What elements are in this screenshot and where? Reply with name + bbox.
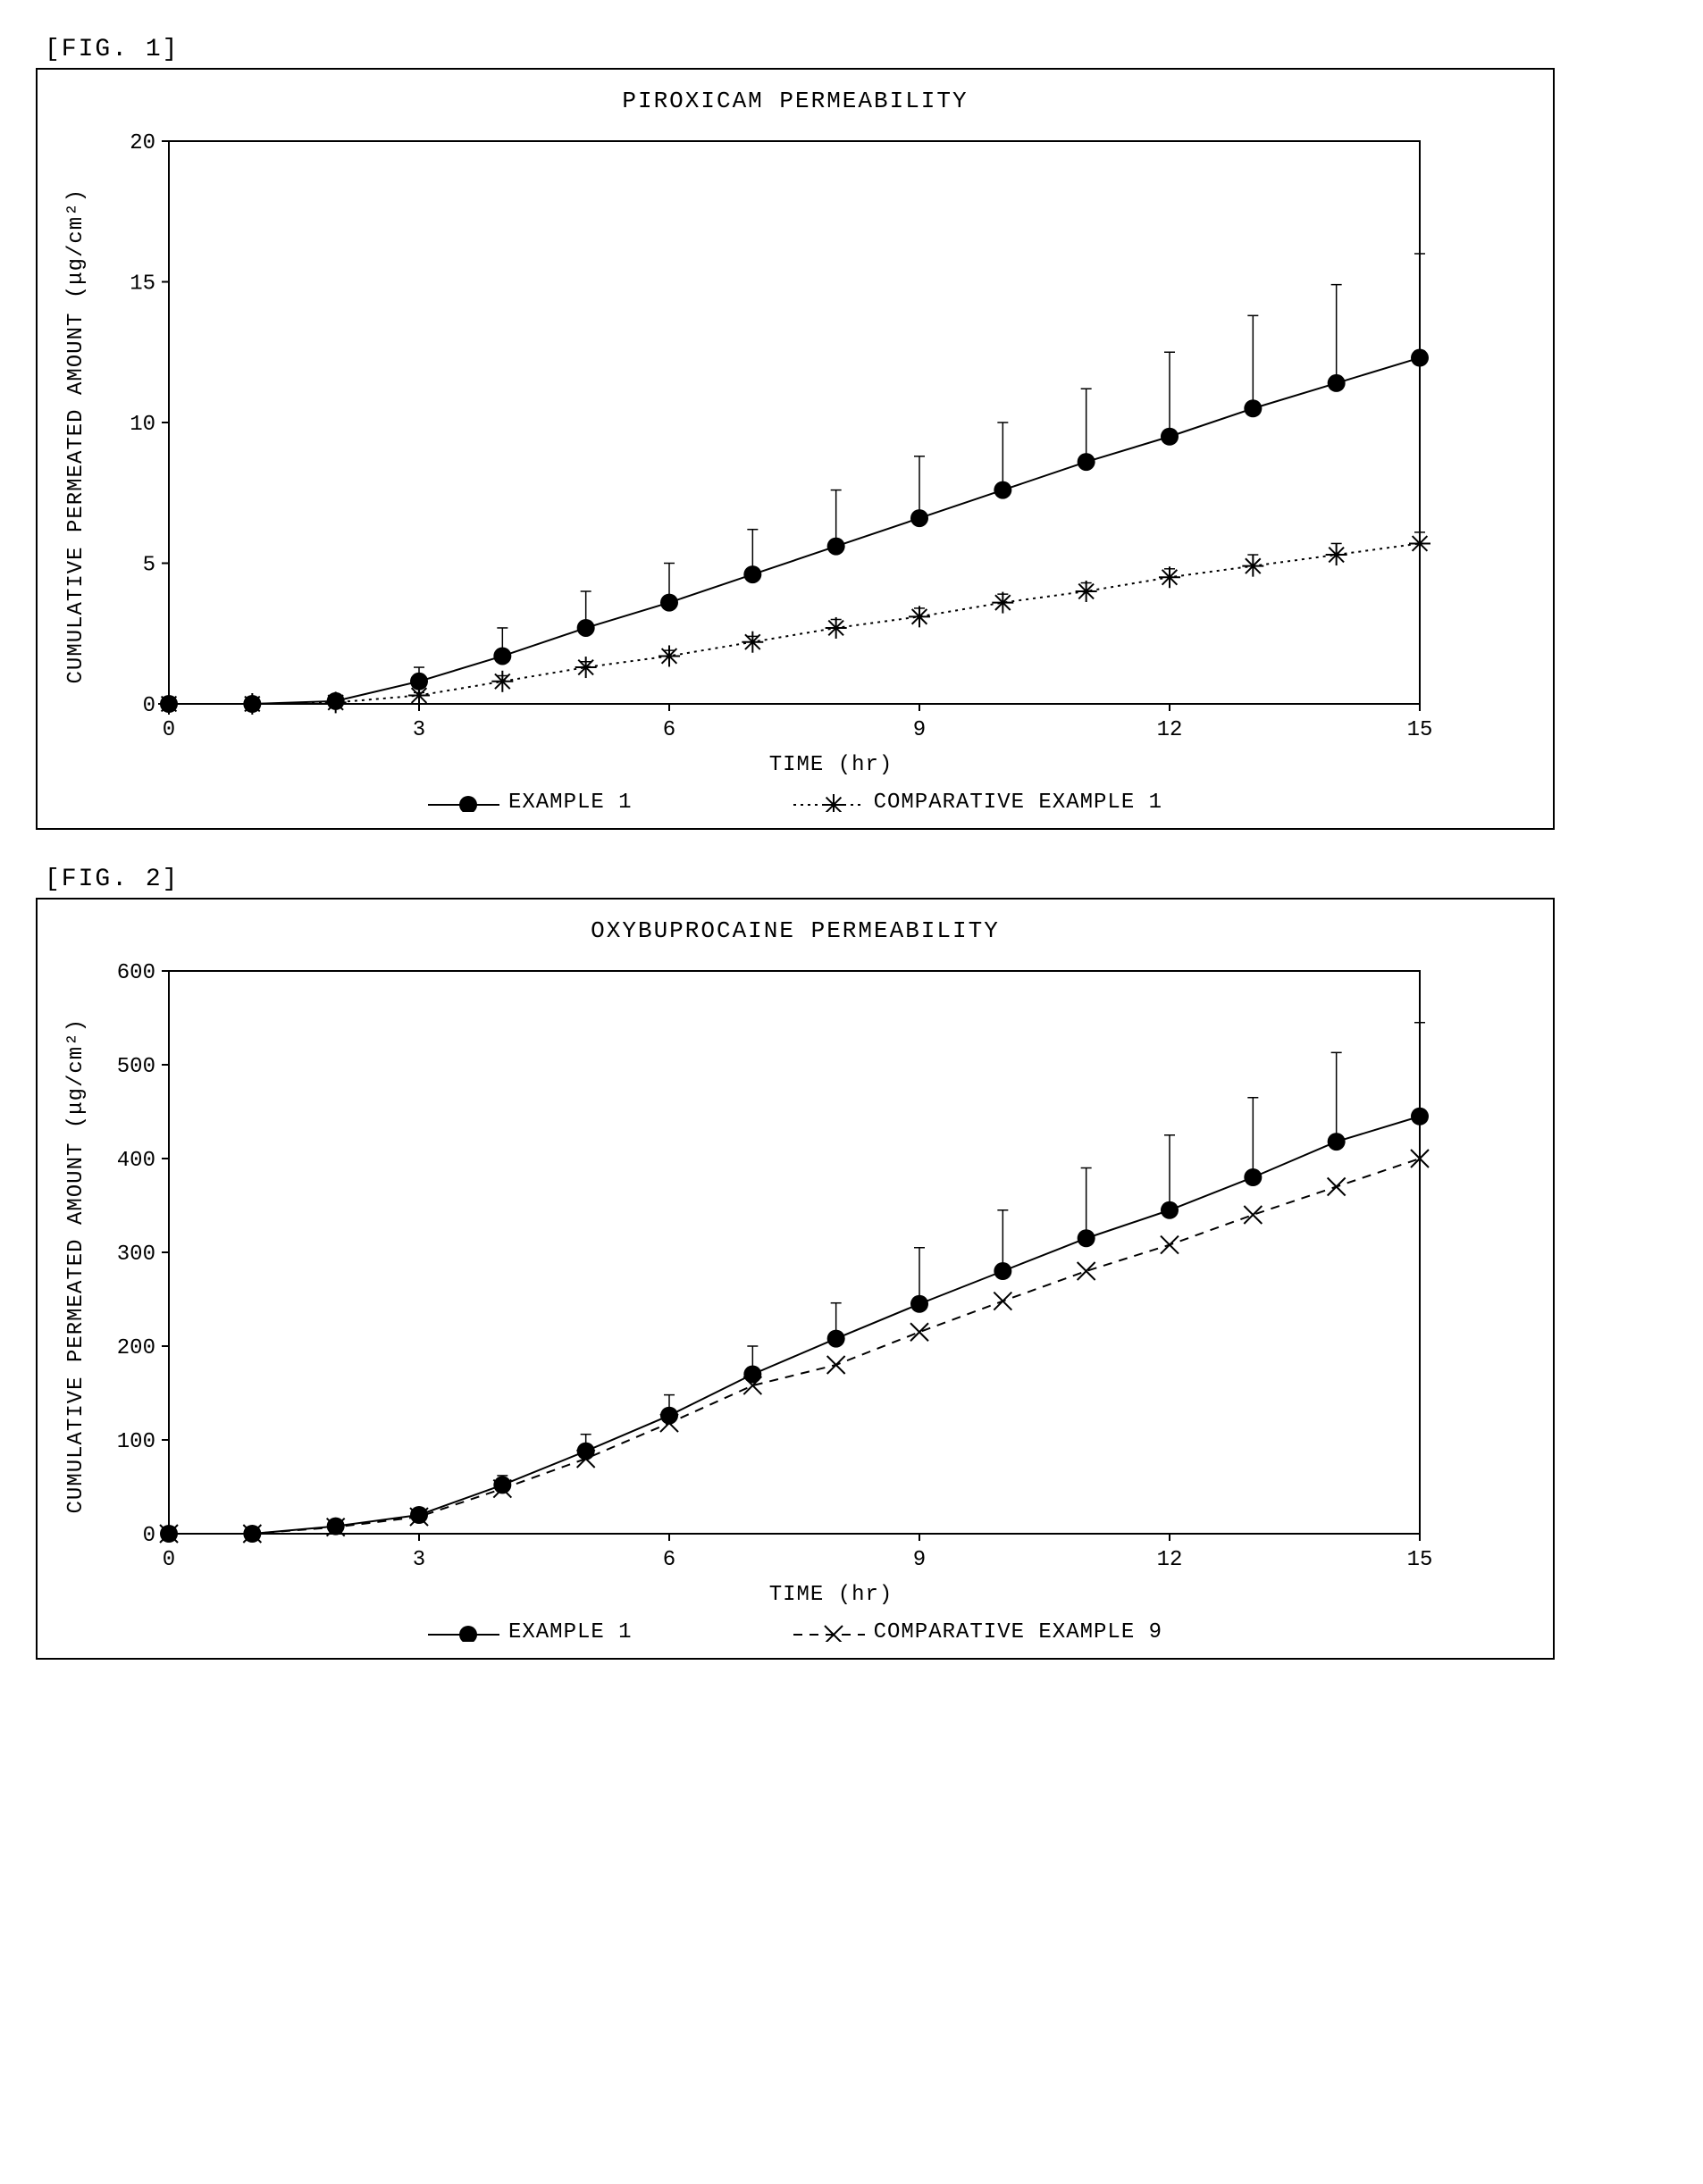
svg-text:0: 0: [143, 694, 155, 718]
legend-label: EXAMPLE 1: [508, 791, 633, 815]
fig-2-ylabel: CUMULATIVE PERMEATED AMOUNT (μg/cm²): [64, 1018, 88, 1513]
legend-label: COMPARATIVE EXAMPLE 1: [874, 791, 1162, 815]
svg-text:12: 12: [1157, 718, 1183, 742]
legend-item: EXAMPLE 1: [428, 1620, 633, 1644]
legend-label: COMPARATIVE EXAMPLE 9: [874, 1620, 1162, 1644]
fig-2-box: OXYBUPROCAINE PERMEABILITY CUMULATIVE PE…: [36, 898, 1555, 1660]
svg-text:100: 100: [117, 1430, 155, 1454]
fig-1-plot-wrapper: CUMULATIVE PERMEATED AMOUNT (μg/cm²) 0 3 6…: [64, 123, 1526, 749]
svg-text:10: 10: [130, 413, 155, 437]
fig-1-label: [FIG. 1]: [45, 36, 1667, 63]
fig-2-title: OXYBUPROCAINE PERMEABILITY: [64, 917, 1526, 944]
svg-text:400: 400: [117, 1149, 155, 1173]
fig-1-xlabel: TIME (hr): [136, 753, 1526, 777]
svg-text:200: 200: [117, 1336, 155, 1360]
fig-2-legend: EXAMPLE 1 COMPARATIVE EXAMPLE 9: [64, 1620, 1526, 1644]
svg-text:9: 9: [913, 1548, 926, 1572]
fig-2-xlabel: TIME (hr): [136, 1583, 1526, 1607]
fig-1-svg: 0 3 6 9 12 15 0 5 10 15 20: [97, 123, 1438, 749]
fig-1-title: PIROXICAM PERMEABILITY: [64, 88, 1526, 114]
fig-2-label: [FIG. 2]: [45, 866, 1667, 893]
svg-text:20: 20: [130, 131, 155, 155]
svg-text:3: 3: [413, 1548, 425, 1572]
svg-text:15: 15: [130, 272, 155, 297]
fig-2-plot-wrapper: CUMULATIVE PERMEATED AMOUNT (μg/cm²) 0 3 6…: [64, 953, 1526, 1578]
svg-text:300: 300: [117, 1243, 155, 1267]
svg-text:600: 600: [117, 961, 155, 985]
svg-text:3: 3: [413, 718, 425, 742]
figure-1-container: [FIG. 1] PIROXICAM PERMEABILITY CUMULATI…: [36, 36, 1667, 830]
fig-2-svg: 0 3 6 9 12 15 0 100 200 300 400 500 600: [97, 953, 1438, 1578]
svg-text:6: 6: [663, 1548, 675, 1572]
svg-text:6: 6: [663, 718, 675, 742]
svg-text:0: 0: [163, 1548, 175, 1572]
fig-1-ylabel: CUMULATIVE PERMEATED AMOUNT (μg/cm²): [64, 188, 88, 683]
fig-1-plot: 0 3 6 9 12 15 0 5 10 15 20: [97, 123, 1438, 749]
figure-2-container: [FIG. 2] OXYBUPROCAINE PERMEABILITY CUMU…: [36, 866, 1667, 1660]
legend-label: EXAMPLE 1: [508, 1620, 633, 1644]
svg-text:500: 500: [117, 1055, 155, 1079]
fig-1-box: PIROXICAM PERMEABILITY CUMULATIVE PERMEA…: [36, 68, 1555, 830]
svg-text:15: 15: [1407, 718, 1433, 742]
svg-text:0: 0: [143, 1524, 155, 1548]
svg-text:5: 5: [143, 554, 155, 578]
fig-1-legend: EXAMPLE 1 COMPARATIVE EXAMPLE 1: [64, 791, 1526, 815]
svg-text:15: 15: [1407, 1548, 1433, 1572]
svg-text:12: 12: [1157, 1548, 1183, 1572]
fig-2-plot: 0 3 6 9 12 15 0 100 200 300 400 500 600: [97, 953, 1438, 1578]
legend-item: COMPARATIVE EXAMPLE 1: [793, 791, 1162, 815]
legend-item: COMPARATIVE EXAMPLE 9: [793, 1620, 1162, 1644]
svg-text:9: 9: [913, 718, 926, 742]
svg-text:0: 0: [163, 718, 175, 742]
legend-item: EXAMPLE 1: [428, 791, 633, 815]
